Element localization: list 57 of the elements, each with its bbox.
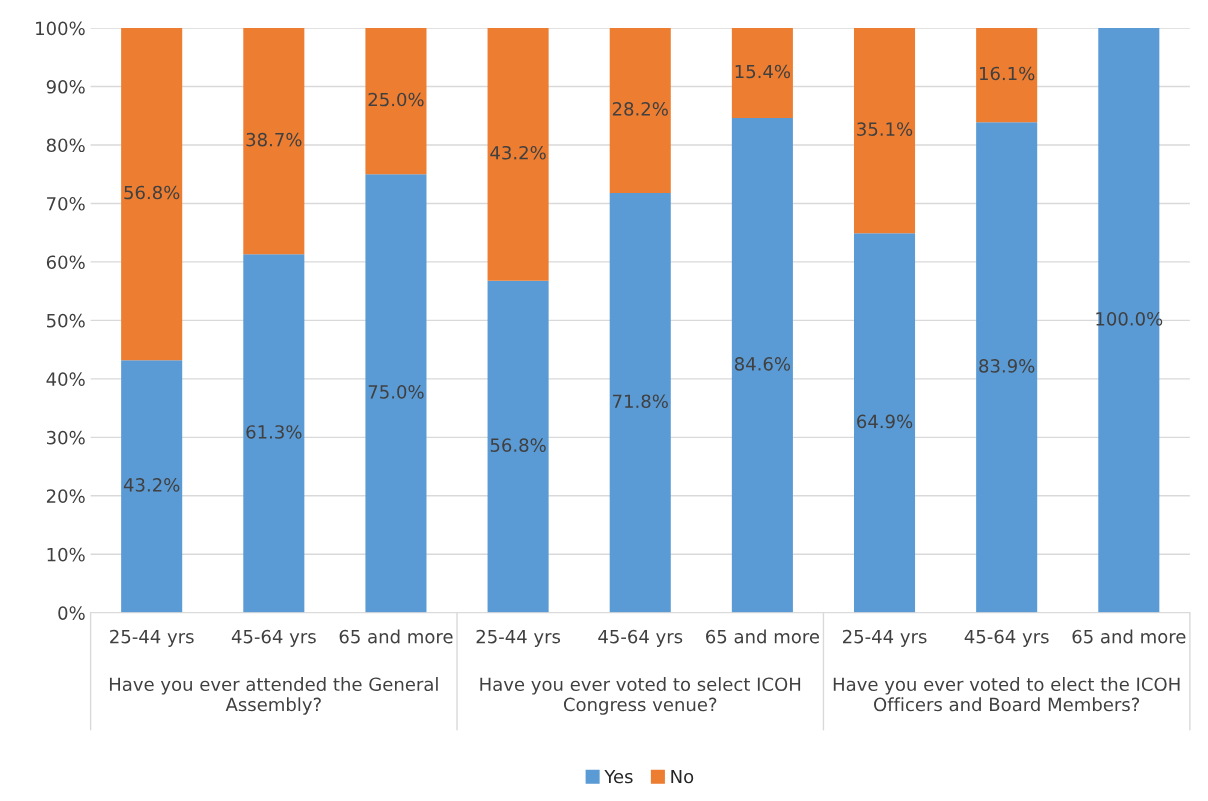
- bar: [609, 192, 671, 613]
- data-label: 83.9%: [979, 359, 1035, 373]
- x-tick-label: 45-64 yrs: [231, 629, 316, 647]
- data-label: 15.4%: [735, 64, 791, 79]
- y-tick-label: 40%: [46, 372, 85, 386]
- bar: [487, 280, 549, 613]
- x-tick-label: 65 and more: [339, 629, 453, 644]
- x-tick-label: 25-44 yrs: [110, 629, 194, 647]
- bar: [487, 28, 549, 281]
- bar: [365, 28, 427, 175]
- y-tick-label: 20%: [46, 489, 85, 503]
- x-tick-label: 65 and more: [706, 629, 820, 644]
- data-label: 16.1%: [979, 66, 1035, 81]
- data-label: 28.2%: [612, 102, 668, 116]
- bar: [365, 174, 427, 613]
- data-label: 64.9%: [857, 414, 913, 429]
- y-tick-label: 100%: [36, 21, 85, 36]
- data-label: 75.0%: [368, 385, 424, 399]
- bar: [121, 28, 183, 361]
- legend-label: Yes: [604, 769, 633, 784]
- data-label: 25.0%: [368, 92, 424, 107]
- y-tick-label: 0%: [58, 606, 85, 620]
- data-label: 61.3%: [246, 425, 302, 439]
- legend-label: No: [671, 769, 694, 784]
- y-tick-label: 10%: [47, 547, 85, 562]
- bar: [731, 28, 793, 119]
- x-tick-label: 25-44 yrs: [476, 629, 561, 647]
- y-tick-label: 50%: [47, 313, 85, 328]
- data-label: 56.8%: [124, 185, 180, 200]
- y-tick-label: 60%: [46, 255, 85, 270]
- x-tick-label: 45-64 yrs: [598, 629, 683, 647]
- x-tick-label: 25-44 yrs: [842, 629, 927, 647]
- text: Have you ever attended the General Assembly?: [109, 677, 438, 715]
- y-tick-label: 90%: [46, 79, 85, 94]
- bar: [121, 360, 183, 613]
- bar: [976, 28, 1038, 123]
- y-tick-label: 80%: [46, 138, 85, 153]
- bar: [976, 122, 1038, 613]
- data-label: 43.2%: [490, 145, 546, 160]
- data-label: 43.2%: [123, 478, 180, 492]
- data-label: 71.8%: [613, 394, 668, 409]
- bar: [609, 28, 671, 193]
- text: Have you ever voted to select ICOH Congress venue?: [480, 677, 801, 715]
- bar: [243, 254, 305, 613]
- bar: [853, 233, 916, 613]
- y-tick-label: 30%: [46, 430, 85, 445]
- x-tick-label: 65 and more: [1072, 629, 1186, 644]
- data-label: 38.7%: [246, 132, 302, 147]
- bar: [243, 28, 305, 255]
- bar: [731, 118, 793, 613]
- bar: [853, 28, 916, 234]
- x-tick-label: 45-64 yrs: [964, 629, 1049, 647]
- data-label: 84.6%: [734, 357, 791, 371]
- data-label: 56.8%: [490, 438, 546, 452]
- y-tick-label: 70%: [47, 196, 85, 211]
- text: Have you ever voted to elect the ICOH Officers and Board Members?: [833, 677, 1180, 712]
- data-label: 35.1%: [857, 122, 913, 136]
